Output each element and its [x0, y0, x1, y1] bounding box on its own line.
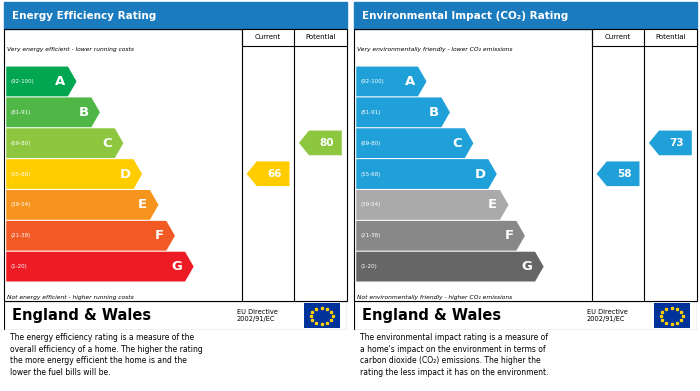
Text: F: F	[505, 229, 514, 242]
Text: The environmental impact rating is a measure of
a home's impact on the environme: The environmental impact rating is a mea…	[360, 333, 549, 377]
Text: (92-100): (92-100)	[10, 79, 34, 84]
Polygon shape	[6, 66, 76, 96]
Polygon shape	[356, 97, 450, 127]
Text: (81-91): (81-91)	[10, 110, 31, 115]
Polygon shape	[6, 97, 100, 127]
Polygon shape	[6, 159, 142, 189]
Polygon shape	[356, 190, 508, 220]
Text: The energy efficiency rating is a measure of the
overall efficiency of a home. T: The energy efficiency rating is a measur…	[10, 333, 203, 377]
Text: (69-80): (69-80)	[360, 141, 381, 146]
Text: Very environmentally friendly - lower CO₂ emissions: Very environmentally friendly - lower CO…	[357, 47, 512, 52]
Text: Energy Efficiency Rating: Energy Efficiency Rating	[12, 11, 156, 21]
Text: E: E	[138, 198, 147, 212]
Text: Not energy efficient - higher running costs: Not energy efficient - higher running co…	[7, 295, 134, 300]
Text: C: C	[102, 137, 112, 150]
Polygon shape	[356, 159, 497, 189]
Text: (81-91): (81-91)	[360, 110, 381, 115]
Polygon shape	[6, 221, 175, 251]
Text: England & Wales: England & Wales	[12, 308, 151, 323]
Bar	[592, 29, 696, 46]
Text: (1-20): (1-20)	[10, 264, 27, 269]
Text: Current: Current	[255, 34, 281, 41]
Polygon shape	[356, 221, 525, 251]
Text: Not environmentally friendly - higher CO₂ emissions: Not environmentally friendly - higher CO…	[357, 295, 512, 300]
Polygon shape	[356, 66, 426, 96]
Text: EU Directive
2002/91/EC: EU Directive 2002/91/EC	[237, 309, 278, 322]
Text: (55-68): (55-68)	[360, 172, 381, 176]
Text: B: B	[78, 106, 89, 119]
Text: Potential: Potential	[305, 34, 336, 41]
Text: 73: 73	[669, 138, 684, 148]
Text: (39-54): (39-54)	[360, 203, 381, 207]
Text: Very energy efficient - lower running costs: Very energy efficient - lower running co…	[7, 47, 134, 52]
Polygon shape	[649, 131, 692, 155]
Text: A: A	[55, 75, 65, 88]
Text: EU Directive
2002/91/EC: EU Directive 2002/91/EC	[587, 309, 628, 322]
Text: 66: 66	[267, 169, 281, 179]
Text: Environmental Impact (CO₂) Rating: Environmental Impact (CO₂) Rating	[362, 11, 568, 21]
Text: 58: 58	[617, 169, 631, 179]
Text: F: F	[155, 229, 164, 242]
Text: (1-20): (1-20)	[360, 264, 377, 269]
Polygon shape	[6, 128, 123, 158]
Polygon shape	[356, 252, 544, 282]
Polygon shape	[596, 161, 640, 186]
Text: (55-68): (55-68)	[10, 172, 31, 176]
Bar	[654, 303, 690, 328]
Polygon shape	[6, 252, 194, 282]
Polygon shape	[299, 131, 342, 155]
Text: D: D	[475, 167, 486, 181]
Text: (21-38): (21-38)	[10, 233, 31, 238]
Text: (21-38): (21-38)	[360, 233, 381, 238]
Text: (92-100): (92-100)	[360, 79, 384, 84]
Text: 80: 80	[319, 138, 334, 148]
Polygon shape	[246, 161, 290, 186]
Polygon shape	[6, 190, 158, 220]
Bar	[304, 303, 340, 328]
Text: G: G	[522, 260, 532, 273]
Text: G: G	[172, 260, 182, 273]
Text: Potential: Potential	[655, 34, 686, 41]
Bar	[242, 29, 346, 46]
Text: E: E	[488, 198, 497, 212]
Text: C: C	[452, 137, 462, 150]
Polygon shape	[356, 128, 473, 158]
Text: England & Wales: England & Wales	[362, 308, 501, 323]
Text: Current: Current	[605, 34, 631, 41]
Text: (39-54): (39-54)	[10, 203, 31, 207]
Text: (69-80): (69-80)	[10, 141, 31, 146]
Text: D: D	[120, 167, 131, 181]
Text: A: A	[405, 75, 415, 88]
Text: B: B	[428, 106, 439, 119]
